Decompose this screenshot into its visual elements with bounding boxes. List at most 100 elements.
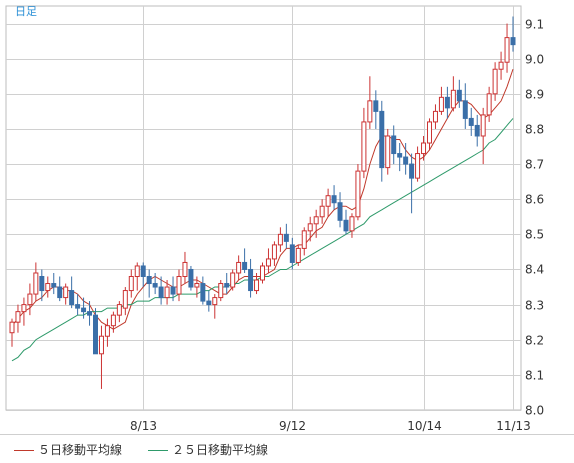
candle-up <box>349 216 355 232</box>
candle-up <box>319 205 325 218</box>
candle-up <box>63 286 69 299</box>
candle-down <box>331 195 337 204</box>
candle-up <box>194 283 200 288</box>
candle-up <box>301 230 307 249</box>
x-tick-label: 9/12 <box>279 419 306 433</box>
candle-down <box>87 311 93 316</box>
candle-up <box>486 93 492 116</box>
y-tick-label: 8.1 <box>525 369 544 383</box>
grid-lines <box>5 5 522 411</box>
candle-up <box>480 114 486 137</box>
y-tick-label: 8.0 <box>525 404 544 418</box>
candle-up <box>498 61 504 70</box>
candle-down <box>158 286 164 299</box>
candle-up <box>122 290 128 309</box>
candle-down <box>456 89 462 102</box>
candle-down <box>81 307 87 313</box>
candle-up <box>98 335 104 355</box>
candle-down <box>39 276 45 292</box>
candle-up <box>110 314 116 327</box>
candle-up <box>104 325 110 337</box>
y-tick-label: 8.7 <box>525 158 544 172</box>
period-label: 日足 <box>15 5 37 18</box>
candle-down <box>379 110 385 169</box>
candle-up <box>385 135 391 169</box>
axes: 8.0 8.1 8.2 8.3 8.4 8.5 8.6 8.7 8.8 8.9 9.0 9.1 8/13… <box>130 18 544 434</box>
chart-background <box>0 0 574 434</box>
candle-up <box>45 283 51 292</box>
candle-down <box>343 219 349 232</box>
candle-up <box>265 258 271 267</box>
candle-down <box>140 265 146 278</box>
candle-up <box>504 37 510 63</box>
candle-up <box>116 304 122 316</box>
x-tick-label: 8/13 <box>130 419 157 433</box>
candle-up <box>164 286 170 299</box>
candle-up <box>313 216 319 225</box>
legend-label-ma5: ５日移動平均線 <box>38 443 123 457</box>
candle-down <box>224 283 230 288</box>
candle-down <box>510 37 516 46</box>
candle-down <box>146 276 152 285</box>
candle-up <box>427 121 432 144</box>
candle-down <box>51 283 57 288</box>
candle-down <box>206 300 212 306</box>
candle-up <box>325 195 331 207</box>
candle-up <box>438 96 444 112</box>
candle-down <box>391 135 397 155</box>
candle-up <box>182 261 188 278</box>
candle-down <box>188 268 194 288</box>
candle-down <box>474 124 480 137</box>
candle-down <box>444 96 450 109</box>
y-tick-label: 8.2 <box>525 334 544 348</box>
chart-legend: ５日移動平均線 ２５日移動平均線 <box>0 434 574 463</box>
y-tick-label: 8.8 <box>525 123 544 137</box>
y-tick-label: 9.1 <box>525 18 544 32</box>
candle-up <box>361 121 367 172</box>
legend-swatch-ma5 <box>14 450 34 451</box>
candle-down <box>57 286 63 299</box>
candle-down <box>248 268 254 292</box>
candle-up <box>27 293 33 306</box>
y-tick-label: 9.0 <box>525 53 544 67</box>
candle-up <box>260 265 265 281</box>
y-tick-label: 8.9 <box>525 88 544 102</box>
candle-up <box>450 89 456 109</box>
candle-up <box>271 244 277 260</box>
x-tick-label: 11/13 <box>496 419 531 433</box>
candle-down <box>69 290 75 306</box>
candle-down <box>93 314 98 355</box>
candle-down <box>397 153 403 158</box>
candle-down <box>242 261 248 270</box>
candle-down <box>462 100 468 119</box>
candle-up <box>355 170 361 218</box>
candle-up <box>212 297 218 306</box>
candle-down <box>152 283 158 288</box>
candle-down <box>283 233 289 242</box>
candle-down <box>289 244 295 263</box>
y-tick-label: 8.4 <box>525 263 544 277</box>
legend-item-ma25: ２５日移動平均線 <box>148 441 268 458</box>
candle-up <box>367 100 373 123</box>
legend-label-ma25: ２５日移動平均線 <box>172 443 269 457</box>
candle-up <box>176 276 182 295</box>
y-tick-label: 8.3 <box>525 299 544 313</box>
candle-up <box>33 272 39 295</box>
candle-up <box>421 142 427 155</box>
candle-up <box>277 233 283 246</box>
candle-up <box>415 153 421 179</box>
y-tick-label: 8.6 <box>525 193 544 207</box>
candle-up <box>134 265 140 278</box>
candle-up <box>15 311 21 323</box>
candle-up <box>236 261 242 274</box>
candle-down <box>337 202 343 221</box>
candle-down <box>373 100 379 112</box>
candle-down <box>200 283 206 302</box>
candle-up <box>21 304 27 313</box>
legend-swatch-ma25 <box>148 450 168 451</box>
x-tick-label: 10/14 <box>407 419 442 433</box>
candle-down <box>170 286 176 295</box>
candle-up <box>307 223 313 232</box>
candle-up <box>432 110 438 123</box>
